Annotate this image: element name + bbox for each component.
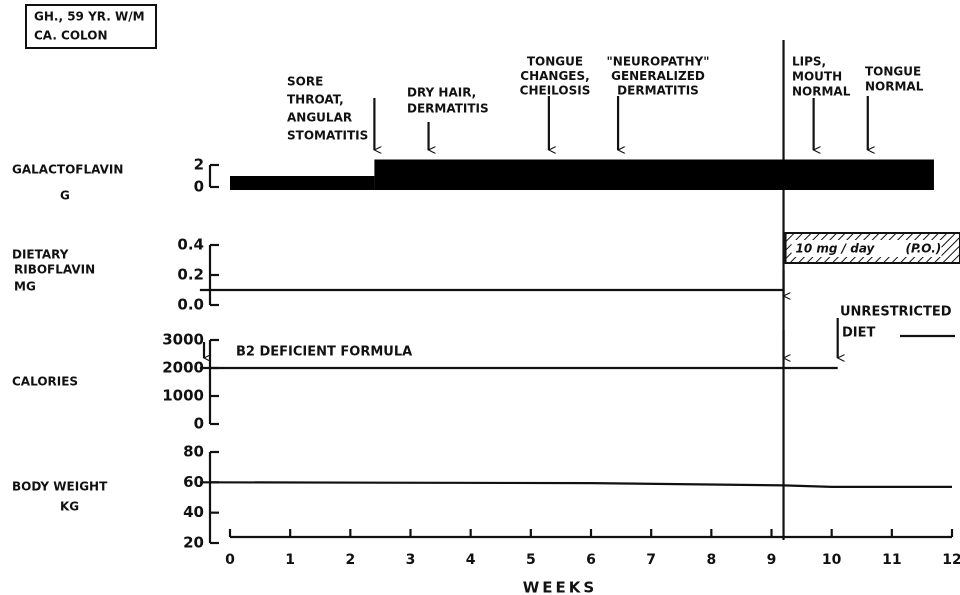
y-axis-label: BODY WEIGHT	[12, 480, 108, 494]
annotation-text: NORMAL	[865, 80, 924, 94]
y-tick-label: 80	[183, 443, 204, 461]
annotation-text: ANGULAR	[287, 111, 352, 125]
supplement-label: 10 mg / day	[796, 242, 876, 256]
x-tick-label: 5	[526, 552, 536, 568]
annotation-text: TONGUE	[527, 55, 583, 69]
x-tick-label: 11	[882, 552, 901, 568]
x-tick-label: 8	[706, 552, 716, 568]
y-axis-label: G	[60, 189, 70, 203]
supplement-label-bg	[791, 240, 942, 257]
x-tick-label: 6	[586, 552, 596, 568]
end-label: UNRESTRICTED	[840, 305, 952, 320]
y-tick-label: 2	[194, 156, 204, 174]
supplement-note: (P.O.)	[906, 242, 942, 256]
x-tick-label: 3	[406, 552, 416, 568]
y-axis-label: RIBOFLAVIN	[14, 263, 95, 277]
annotation-text: MOUTH	[792, 70, 842, 84]
y-tick-label: 0	[194, 415, 204, 433]
annotation-text: LIPS,	[792, 55, 826, 69]
x-tick-label: 7	[646, 552, 656, 568]
y-axis-label: DIETARY	[12, 248, 69, 262]
y-tick-label: 1000	[162, 387, 204, 405]
annotation-text: CHEILOSIS	[520, 84, 591, 98]
annotation-text: TONGUE	[865, 65, 921, 79]
x-tick-label: 4	[466, 552, 476, 568]
annotation-text: NORMAL	[792, 85, 851, 99]
y-axis-label: CALORIES	[12, 375, 78, 389]
y-tick-label: 0.0	[177, 296, 204, 314]
x-tick-label: 2	[345, 552, 355, 568]
annotation-text: GENERALIZED	[611, 69, 705, 83]
annotation-text: DERMATITIS	[407, 102, 489, 116]
y-tick-label: 3000	[162, 331, 204, 349]
x-tick-label: 9	[767, 552, 777, 568]
y-tick-label: 60	[183, 473, 204, 491]
y-tick-label: 0.2	[177, 266, 204, 284]
x-tick-label: 12	[942, 552, 960, 568]
annotation-text: DERMATITIS	[617, 84, 699, 98]
y-tick-label: 40	[183, 503, 204, 521]
bar	[230, 176, 375, 190]
x-tick-label: 0	[225, 552, 235, 568]
x-axis-label: WEEKS	[523, 579, 597, 595]
y-axis-label: KG	[60, 500, 79, 514]
y-tick-label: 0.4	[177, 236, 204, 254]
end-label: DIET	[842, 326, 876, 341]
data-line	[199, 481, 952, 488]
start-label: B2 DEFICIENT FORMULA	[236, 345, 412, 360]
annotation-text: SORE	[287, 75, 323, 89]
annotation-text: THROAT,	[287, 93, 344, 107]
annotation-text: STOMATITIS	[287, 129, 368, 143]
x-tick-label: 1	[285, 552, 295, 568]
y-axis-label: MG	[14, 280, 36, 294]
header-box	[25, 4, 157, 49]
annotation-text: DRY HAIR,	[407, 86, 476, 100]
y-tick-label: 0	[194, 178, 204, 196]
annotation-text: CHANGES,	[520, 69, 589, 83]
header-line: CA. COLON	[34, 29, 108, 43]
x-tick-label: 10	[822, 552, 842, 568]
y-axis-label: GALACTOFLAVIN	[12, 163, 123, 177]
annotation-text: "NEUROPATHY"	[607, 55, 710, 69]
y-tick-label: 20	[183, 534, 204, 552]
bar	[374, 159, 934, 190]
y-tick-label: 2000	[162, 359, 204, 377]
header-line: GH., 59 YR. W/M	[34, 10, 145, 24]
